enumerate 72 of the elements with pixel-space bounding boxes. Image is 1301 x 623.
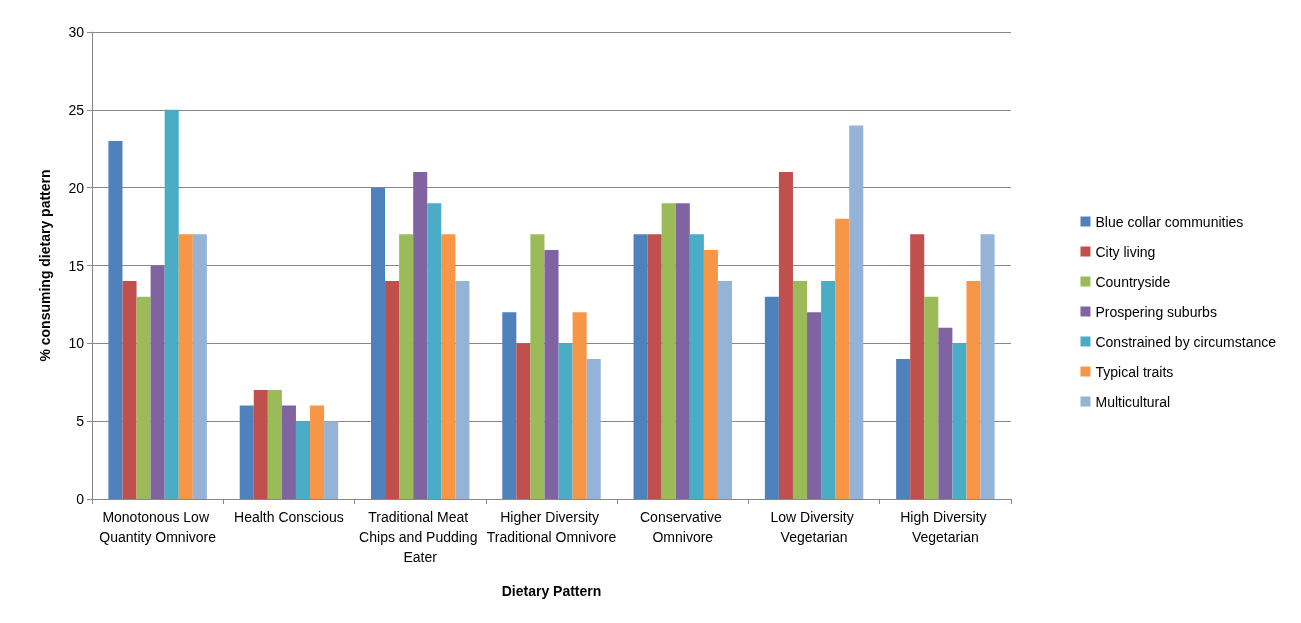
bar	[267, 390, 282, 499]
bar	[441, 234, 456, 499]
bar	[633, 234, 648, 499]
bar	[572, 312, 587, 499]
x-tick-label: Higher Diversity Traditional Omnivore	[486, 509, 617, 545]
y-tick-label: 5	[76, 413, 85, 430]
legend-label: Blue collar communities	[1095, 213, 1244, 230]
bar	[281, 405, 296, 499]
legend-label: Constrained by circumstance	[1095, 333, 1277, 350]
bar	[544, 249, 559, 499]
bar	[778, 172, 793, 499]
bar	[647, 234, 662, 499]
bar	[370, 187, 386, 499]
y-tick-label: 0	[76, 491, 85, 507]
y-tick-label: 30	[68, 24, 85, 40]
legend-label: Typical traits	[1095, 363, 1174, 380]
bar	[938, 327, 953, 499]
bar	[455, 281, 470, 499]
y-axis-title: % consuming dietary pattern	[37, 169, 53, 362]
bar	[675, 203, 690, 499]
y-tick-label: 25	[68, 101, 85, 118]
bar	[399, 234, 414, 499]
bar	[661, 203, 676, 499]
legend-label: Multicultural	[1095, 393, 1171, 410]
bar	[530, 234, 545, 499]
bar	[178, 234, 193, 499]
legend-label: Prospering suburbs	[1095, 303, 1217, 320]
bar	[427, 203, 442, 499]
bar	[807, 312, 822, 499]
x-tick-label: High Diversity Vegetarian	[900, 509, 991, 545]
bar	[122, 281, 137, 499]
legend-label: City living	[1095, 243, 1156, 260]
bar	[717, 281, 733, 499]
bar	[502, 312, 517, 499]
y-tick-label: 10	[68, 335, 85, 352]
bar	[192, 234, 207, 499]
bar	[924, 296, 939, 499]
bar	[910, 234, 925, 499]
bar	[239, 405, 254, 499]
bar	[310, 405, 325, 499]
x-axis-title: Dietary Pattern	[501, 583, 602, 599]
bar	[413, 172, 428, 499]
bar	[952, 343, 967, 499]
x-tick-label: Low Diversity Vegetarian	[770, 509, 858, 545]
bar	[324, 421, 339, 499]
x-tick-label: Conservative Omnivore	[639, 509, 726, 545]
bar	[295, 421, 311, 499]
y-tick-label: 15	[68, 257, 85, 274]
bar	[689, 234, 704, 499]
bar	[792, 281, 808, 499]
bar	[385, 281, 400, 499]
bar	[150, 265, 165, 499]
bar	[849, 125, 864, 499]
x-tick-label: Monotonous Low Quantity Omnivore	[99, 509, 217, 545]
bar	[764, 296, 779, 499]
bar	[253, 390, 268, 499]
bar	[108, 140, 123, 499]
y-tick-label: 20	[68, 179, 85, 196]
bar	[821, 281, 836, 499]
bar	[980, 234, 995, 499]
bar	[966, 281, 981, 499]
bar	[896, 358, 911, 499]
bar	[586, 358, 601, 499]
x-tick-label: Health Conscious	[234, 509, 344, 525]
bar	[516, 343, 531, 499]
x-tick-label: Traditional Meat Chips and Pudding Eater	[359, 509, 482, 565]
bar	[835, 218, 850, 499]
bar	[703, 249, 718, 499]
bar	[558, 343, 573, 499]
bar	[136, 296, 151, 499]
legend-label: Countryside	[1095, 273, 1171, 290]
bar	[164, 109, 179, 499]
